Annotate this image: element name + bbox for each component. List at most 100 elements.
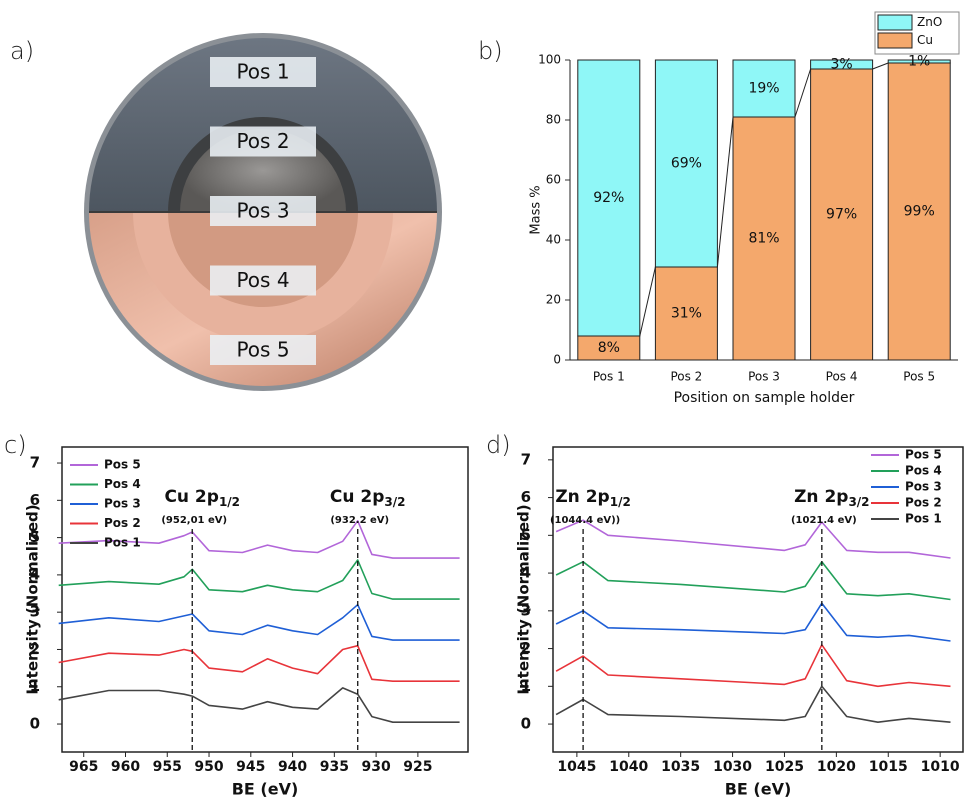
y-tick-label: 100: [538, 53, 561, 67]
peak-label-main: Cu 2p: [330, 487, 385, 507]
spectrum-line: [555, 519, 951, 559]
y-tick-label: 0: [521, 715, 531, 733]
connector-line: [639, 266, 656, 337]
y-tick-label: 4: [521, 564, 531, 582]
x-tick-label: 950: [194, 759, 223, 775]
peak-energy: (932.2 eV): [330, 515, 389, 526]
connector-line: [872, 62, 889, 70]
position-label: Pos 3: [236, 199, 289, 223]
peak-label-sub: 1/2: [610, 495, 631, 509]
bar-segment: [887, 62, 951, 361]
peak-label: Cu 2p3/2: [330, 487, 406, 509]
value-label: 69%: [671, 156, 702, 172]
spectrum-line: [58, 644, 460, 683]
x-tick-label: 940: [278, 759, 307, 775]
y-tick-label: 0: [553, 353, 561, 367]
x-tick-label: 1015: [869, 759, 908, 775]
position-label-box: [210, 126, 316, 157]
y-tick-label: 5: [521, 526, 531, 544]
y-tick-label: 2: [30, 640, 40, 658]
spectrum-line: [555, 643, 951, 688]
peak-label-main: Zn 2p: [794, 487, 848, 507]
bar-segment: [654, 59, 718, 268]
position-label: Pos 1: [236, 60, 289, 84]
panel-label: a): [10, 37, 34, 65]
y-tick-label: 80: [546, 113, 561, 127]
bar-segment: [732, 116, 796, 361]
x-tick-label: 1045: [557, 759, 596, 775]
value-label: 8%: [598, 340, 620, 356]
position-label-box: [210, 265, 316, 296]
value-label: 31%: [671, 306, 702, 322]
x-tick-label: 1010: [921, 759, 960, 775]
y-tick-label: 6: [30, 491, 40, 509]
y-tick-label: 20: [546, 293, 561, 307]
y-tick-label: 60: [546, 173, 561, 187]
legend-label: Pos 2: [905, 496, 942, 510]
value-label: 19%: [748, 81, 779, 97]
legend-label: ZnO: [917, 15, 942, 29]
x-tick-label: Pos 3: [748, 370, 780, 384]
value-label: 92%: [593, 190, 624, 206]
position-label-box: [210, 57, 316, 87]
legend-label: Pos 2: [104, 516, 141, 530]
y-axis-title: Intensity (Normalized): [515, 504, 533, 694]
value-label: 81%: [748, 231, 779, 247]
x-tick-label: Pos 4: [826, 370, 858, 384]
bar-segment: [887, 59, 951, 64]
spectrum-line: [555, 602, 951, 642]
x-tick-label: 1030: [713, 759, 752, 775]
y-tick-label: 2: [521, 639, 531, 657]
peak-label: Cu 2p1/2: [164, 487, 240, 509]
x-tick-label: Pos 2: [670, 370, 702, 384]
x-axis-title: Position on sample holder: [674, 390, 855, 406]
plot-frame: [61, 446, 469, 753]
value-label: 97%: [826, 207, 857, 223]
y-axis-title: Mass %: [529, 185, 544, 234]
peak-label-sub: 1/2: [219, 495, 240, 509]
x-tick-label: 1040: [609, 759, 648, 775]
x-tick-label: 1025: [765, 759, 804, 775]
y-tick-label: 40: [546, 233, 561, 247]
position-label-box: [210, 335, 316, 365]
x-tick-label: 925: [403, 759, 432, 775]
y-tick-label: 0: [30, 715, 40, 733]
panel-label: b): [478, 37, 503, 65]
spectrum-line: [58, 603, 460, 641]
y-tick-label: 5: [30, 528, 40, 546]
y-tick-label: 6: [521, 488, 531, 506]
legend-swatch: [877, 14, 913, 31]
legend-label: Pos 3: [104, 497, 141, 511]
y-axis-title: Intensity (Normalized): [24, 504, 42, 694]
legend-swatch: [877, 32, 913, 49]
x-axis-title: BE (eV): [725, 780, 792, 798]
legend-label: Pos 3: [905, 480, 942, 494]
y-tick-label: 1: [521, 677, 531, 695]
spectrum-line: [58, 559, 460, 600]
peak-label-sub: 3/2: [848, 495, 869, 509]
plot-frame: [552, 446, 964, 753]
x-tick-label: 945: [236, 759, 265, 775]
y-tick-label: 3: [521, 601, 531, 619]
peak-label-sub: 3/2: [384, 495, 405, 509]
panel-label: c): [4, 431, 27, 459]
peak-label-main: Zn 2p: [555, 487, 609, 507]
spectrum-line: [555, 560, 951, 601]
legend-label: Pos 1: [104, 536, 141, 550]
position-label: Pos 5: [236, 338, 289, 362]
x-tick-label: 935: [320, 759, 349, 775]
x-tick-label: 1035: [661, 759, 700, 775]
peak-energy: (952,01 eV): [161, 515, 227, 526]
peak-label: Zn 2p3/2: [794, 487, 869, 509]
connector-line: [794, 68, 812, 118]
peak-label-main: Cu 2p: [164, 487, 219, 507]
spectrum-line: [58, 687, 460, 724]
bar-segment: [654, 266, 718, 361]
y-tick-label: 1: [30, 677, 40, 695]
bar-segment: [577, 59, 641, 337]
value-label: 1%: [908, 54, 930, 70]
legend-label: Cu: [917, 33, 933, 47]
peak-energy: (1021.4 eV): [791, 515, 857, 526]
x-tick-label: 955: [153, 759, 182, 775]
peak-label: Zn 2p1/2: [555, 487, 630, 509]
